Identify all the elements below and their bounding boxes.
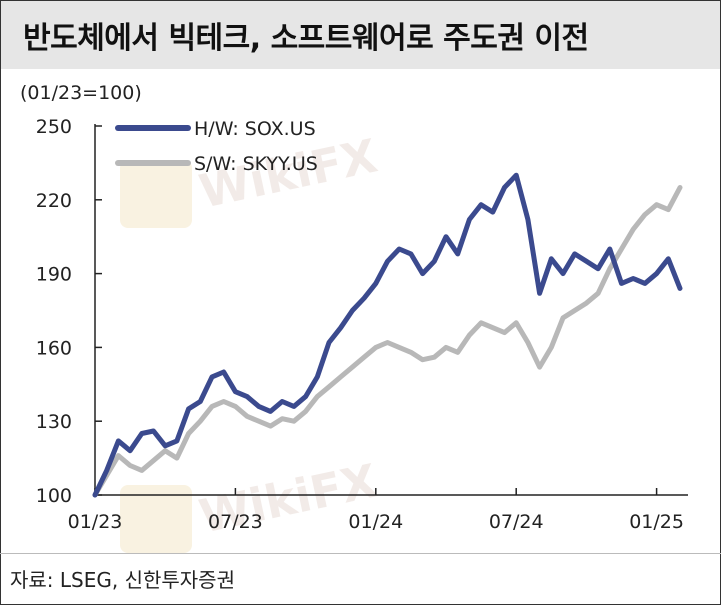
- unit-label: (01/23=100): [20, 82, 142, 104]
- axes: 100 130 160 190 220 250 01/23 07/23 01/24 07/24 01…: [36, 116, 688, 533]
- y-tick-label: 130: [36, 411, 72, 433]
- title-bar: 반도체에서 빅테크, 소프트웨어로 주도권 이전: [1, 1, 720, 69]
- watermark-logo: [120, 160, 192, 228]
- x-tick-label: 01/25: [629, 511, 684, 533]
- series-layer: [92, 172, 683, 498]
- source-note: 자료: LSEG, 신한투자증권: [10, 568, 235, 592]
- x-tick-label: 07/23: [208, 511, 263, 533]
- source-separator: [0, 553, 721, 554]
- chart-title: 반도체에서 빅테크, 소프트웨어로 주도권 이전: [23, 21, 589, 56]
- series-line-skyy: [92, 185, 683, 498]
- x-tick-label: 01/24: [348, 511, 403, 533]
- y-tick-label: 220: [36, 190, 72, 212]
- y-tick-label: 100: [36, 485, 72, 507]
- legend-label: S/W: SKYY.US: [194, 153, 318, 175]
- legend: H/W: SOX.US S/W: SKYY.US: [115, 118, 318, 175]
- series-line-sox: [92, 172, 683, 498]
- watermark-logo: [120, 485, 192, 553]
- x-tick-label: 07/24: [489, 511, 544, 533]
- y-tick-label: 160: [36, 337, 72, 359]
- x-tick-label: 01/23: [68, 511, 123, 533]
- y-tick-label: 190: [36, 264, 72, 286]
- y-tick-label: 250: [36, 116, 72, 138]
- legend-label: H/W: SOX.US: [194, 118, 316, 140]
